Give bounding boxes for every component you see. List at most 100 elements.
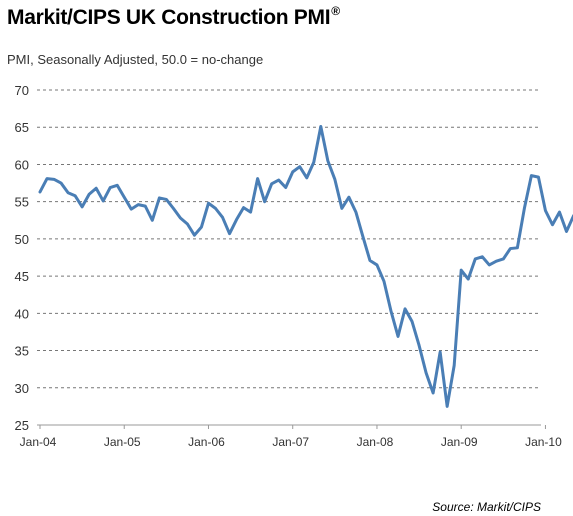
x-tick-label: Jan-05 bbox=[104, 435, 141, 449]
data-point bbox=[151, 219, 154, 222]
data-point bbox=[214, 207, 217, 210]
y-tick-label: 70 bbox=[15, 83, 29, 98]
x-tick-label: Jan-04 bbox=[20, 435, 57, 449]
y-tick-label: 25 bbox=[15, 418, 29, 433]
y-tick-label: 35 bbox=[15, 344, 29, 359]
data-point bbox=[186, 222, 189, 226]
y-tick-label: 55 bbox=[15, 195, 29, 210]
data-point bbox=[235, 218, 238, 221]
data-point bbox=[516, 246, 519, 250]
series-layer bbox=[38, 124, 573, 408]
y-tick-label: 30 bbox=[15, 381, 29, 396]
data-point bbox=[144, 204, 147, 208]
chart-subtitle: PMI, Seasonally Adjusted, 50.0 = no-chan… bbox=[7, 52, 264, 67]
data-point bbox=[80, 205, 84, 209]
y-gridlines bbox=[37, 89, 541, 389]
data-point bbox=[389, 309, 393, 313]
data-point bbox=[445, 405, 449, 408]
data-point bbox=[94, 187, 98, 190]
data-point bbox=[319, 125, 322, 128]
data-point bbox=[551, 223, 554, 226]
data-point bbox=[509, 247, 512, 250]
data-point bbox=[116, 184, 119, 187]
data-point bbox=[298, 165, 301, 168]
data-point bbox=[452, 364, 456, 367]
registered-mark: ® bbox=[331, 4, 340, 18]
data-point bbox=[291, 170, 294, 174]
data-point bbox=[277, 178, 280, 182]
data-point bbox=[417, 344, 421, 347]
data-point bbox=[375, 263, 379, 267]
data-point bbox=[565, 230, 568, 233]
data-point bbox=[130, 207, 133, 211]
data-point bbox=[123, 196, 126, 199]
data-point bbox=[270, 182, 273, 185]
data-point bbox=[481, 255, 484, 258]
data-point bbox=[537, 175, 540, 179]
data-point bbox=[52, 178, 56, 181]
data-point bbox=[101, 199, 105, 203]
data-point bbox=[410, 320, 414, 323]
data-point bbox=[460, 268, 463, 272]
data-point bbox=[424, 371, 428, 375]
data-point bbox=[200, 225, 203, 229]
data-point bbox=[326, 159, 330, 162]
data-point bbox=[172, 207, 175, 210]
data-point bbox=[73, 194, 77, 197]
x-tick-label: Jan-06 bbox=[188, 435, 225, 449]
data-point bbox=[137, 203, 140, 206]
y-tick-label: 60 bbox=[15, 157, 29, 172]
data-point bbox=[438, 350, 442, 354]
data-point bbox=[488, 263, 491, 267]
data-point bbox=[228, 232, 231, 235]
data-point bbox=[284, 186, 287, 189]
x-tick-label: Jan-10 bbox=[525, 435, 562, 449]
data-point bbox=[403, 307, 407, 311]
series-line bbox=[38, 124, 573, 408]
data-point bbox=[431, 391, 435, 395]
data-point bbox=[158, 196, 161, 200]
data-point bbox=[242, 206, 245, 209]
x-axis: Jan-04 Jan-05 Jan-06 Jan-07 Jan-08 Jan-09 Jan-… bbox=[20, 424, 562, 449]
data-point bbox=[544, 209, 547, 212]
y-tick-label: 45 bbox=[15, 269, 29, 284]
x-tick-label: Jan-07 bbox=[272, 435, 309, 449]
y-tick-label: 65 bbox=[15, 120, 29, 135]
data-point bbox=[305, 176, 308, 180]
source-note: Source: Markit/CIPS bbox=[432, 500, 541, 514]
x-tick-label: Jan-09 bbox=[441, 435, 478, 449]
data-point bbox=[45, 177, 49, 180]
data-point bbox=[467, 277, 470, 281]
title-text: Markit/CIPS UK Construction PMI bbox=[7, 6, 331, 29]
data-point bbox=[333, 178, 337, 181]
data-point bbox=[530, 174, 533, 177]
data-point bbox=[249, 210, 252, 214]
data-point bbox=[256, 177, 259, 180]
data-point bbox=[165, 198, 168, 201]
data-point bbox=[207, 201, 210, 205]
data-point bbox=[59, 181, 63, 185]
data-point bbox=[368, 259, 372, 262]
data-point bbox=[474, 257, 477, 261]
data-point bbox=[193, 233, 196, 237]
data-point bbox=[221, 216, 224, 219]
y-axis-ticks: 25 30 35 40 45 50 55 60 65 70 bbox=[15, 83, 29, 433]
data-point bbox=[347, 196, 351, 199]
data-point bbox=[340, 207, 344, 210]
chart-title: Markit/CIPS UK Construction PMI® bbox=[7, 4, 340, 30]
data-point bbox=[263, 200, 266, 203]
data-point bbox=[558, 210, 561, 214]
data-point bbox=[502, 257, 505, 261]
y-tick-label: 50 bbox=[15, 232, 29, 247]
data-point bbox=[382, 280, 386, 283]
data-point bbox=[354, 210, 358, 214]
data-point bbox=[179, 216, 182, 220]
x-tick-label: Jan-08 bbox=[357, 435, 394, 449]
y-tick-label: 40 bbox=[15, 306, 29, 321]
data-point bbox=[495, 260, 498, 263]
data-point bbox=[66, 191, 70, 194]
data-point bbox=[109, 186, 112, 189]
data-point bbox=[396, 335, 400, 338]
data-point bbox=[361, 235, 365, 238]
